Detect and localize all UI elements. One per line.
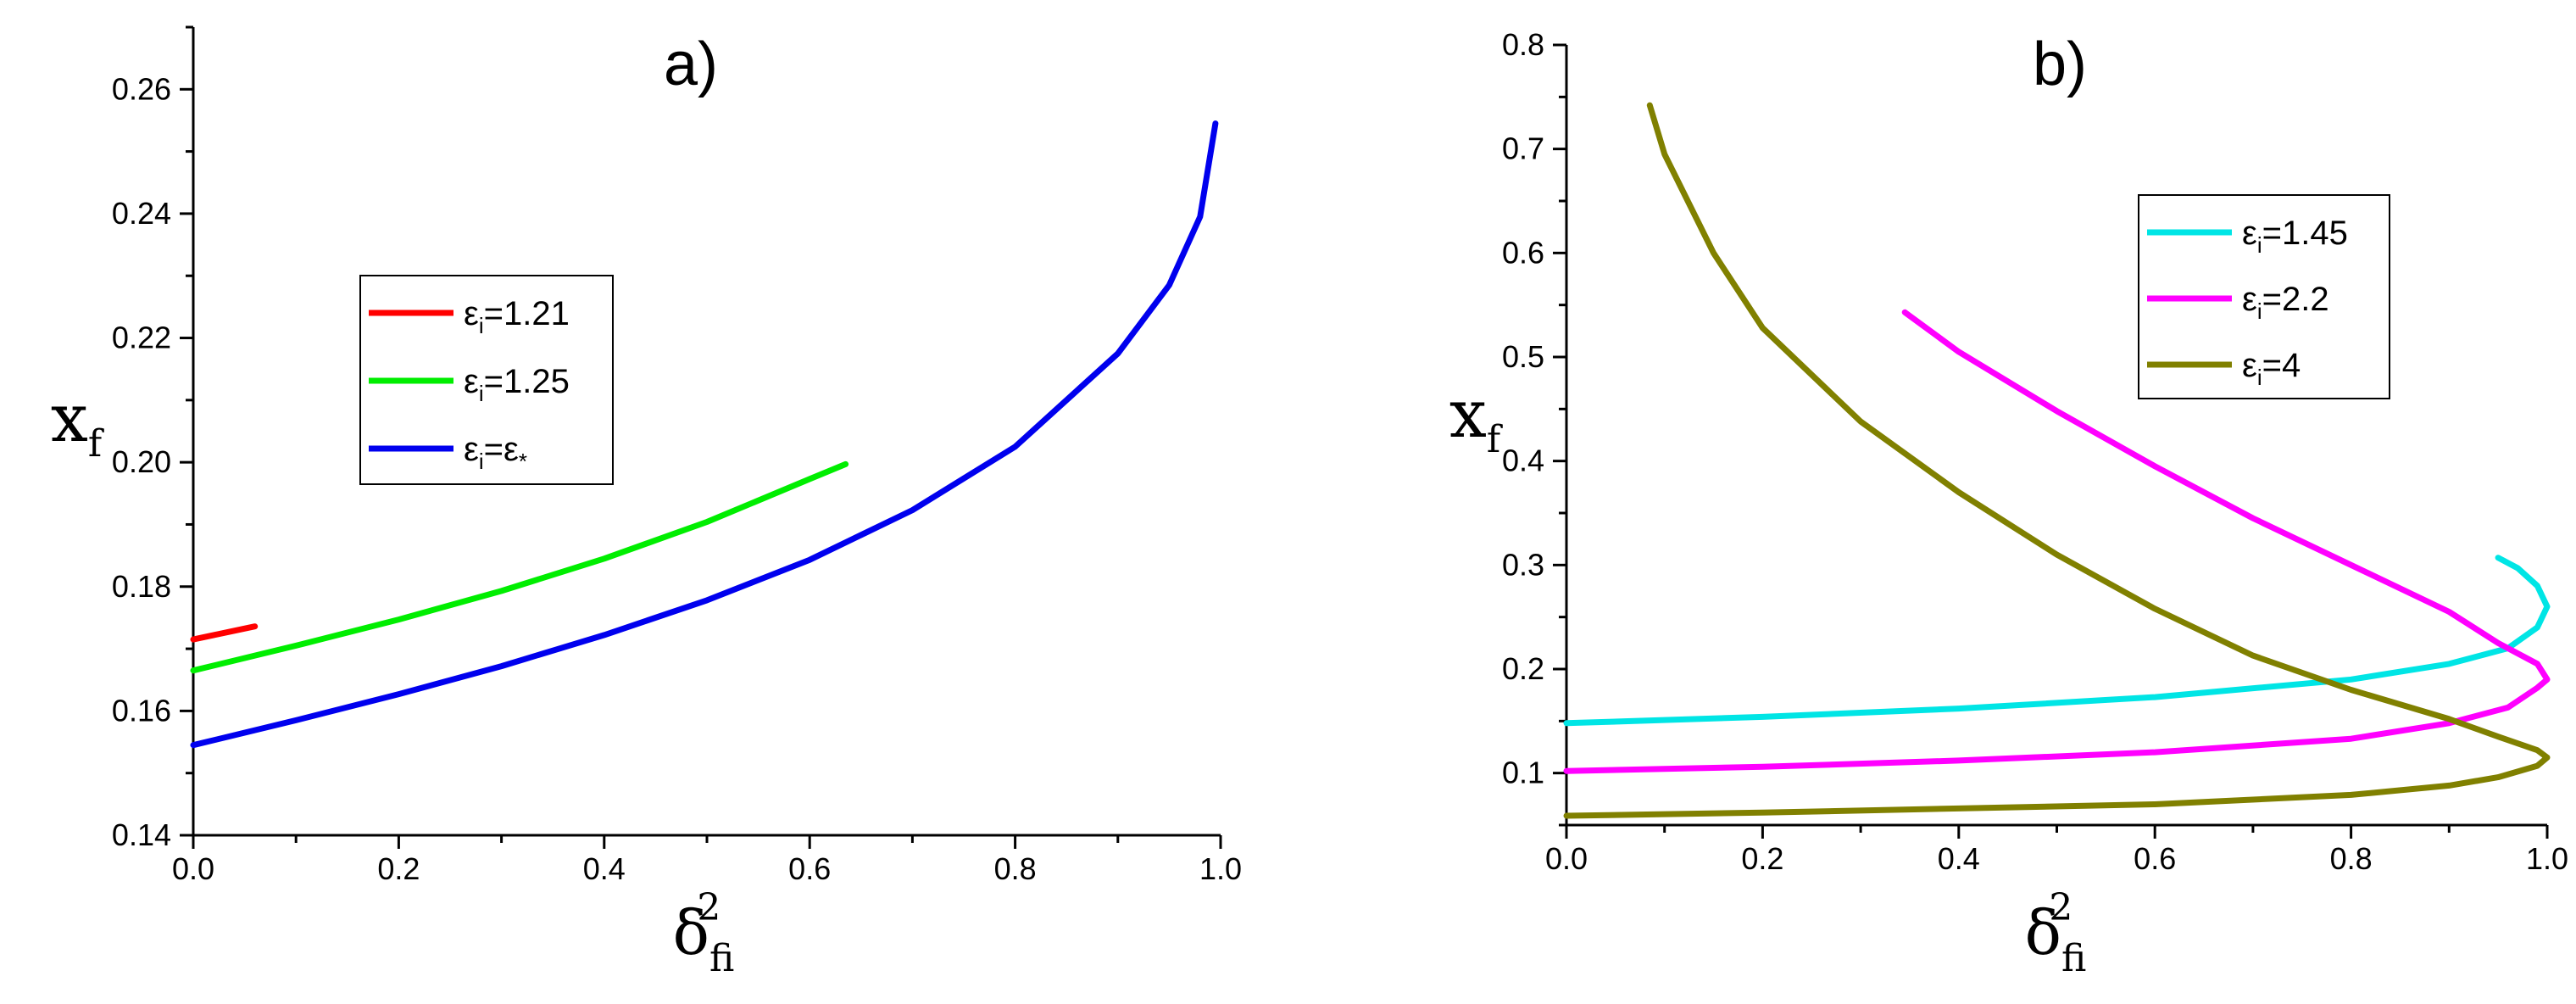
legend-label: εi=1.45 — [2242, 215, 2348, 258]
y-tick-label: 0.6 — [1502, 235, 1544, 270]
y-tick-label: 0.14 — [112, 817, 171, 852]
x-tick-label: 1.0 — [2526, 841, 2568, 876]
panel-title: b) — [2033, 31, 2087, 98]
panel-b: 0.0 0.2 0.4 0.6 0.8 1.0 0.1 0.2 0.3 0.4 0.5 0.6 0.7 0… — [1449, 27, 2568, 980]
y-tick-label: 0.22 — [112, 321, 171, 355]
x-tick-label: 0.4 — [1938, 841, 1980, 876]
y-tick-label: 0.24 — [112, 196, 171, 231]
y-tick-label: 0.1 — [1502, 756, 1544, 790]
series-line-1 — [1563, 555, 2551, 727]
y-tick-label: 0.2 — [1502, 651, 1544, 686]
y-tick-label: 0.4 — [1502, 443, 1544, 478]
x-tick-label: 0.8 — [2330, 841, 2373, 876]
panel-title: a) — [664, 31, 718, 98]
legend-label: εi=1.25 — [464, 363, 570, 406]
x-axis-label: δfi2 — [2025, 886, 2087, 980]
legend-label: εi=ε* — [464, 431, 527, 474]
y-tick-label: 0.7 — [1502, 131, 1544, 166]
x-tick-label: 1.0 — [1199, 851, 1242, 886]
y-tick-label: 0.16 — [112, 693, 171, 728]
y-tick-label: 0.26 — [112, 71, 171, 106]
legend: εi=1.21 εi=1.25 εi=ε* — [359, 275, 614, 485]
panel-a: 0.0 0.2 0.4 0.6 0.8 1.0 0.14 0.16 0.18 0.20 0.22 0.… — [51, 25, 1242, 980]
y-tick-label: 0.20 — [112, 444, 171, 479]
x-tick-label: 0.4 — [583, 851, 626, 886]
x-tick-label: 0.6 — [788, 851, 831, 886]
legend-label: εi=1.21 — [464, 295, 570, 338]
x-tick-label: 0.6 — [2134, 841, 2176, 876]
series-line-2 — [190, 460, 849, 674]
x-tick-label: 0.0 — [1545, 841, 1588, 876]
y-tick-label: 0.8 — [1502, 27, 1544, 62]
series-line-2 — [1563, 309, 2551, 774]
legend: εi=1.45 εi=2.2 εi=4 — [2138, 194, 2390, 399]
series-line-3 — [190, 120, 1219, 749]
x-tick-label: 0.2 — [377, 851, 420, 886]
y-tick-label: 0.18 — [112, 569, 171, 604]
y-axis-label: xf — [51, 381, 104, 466]
series-line-1 — [190, 623, 259, 643]
y-tick-label: 0.3 — [1502, 547, 1544, 582]
y-axis-label: xf — [1449, 376, 1503, 461]
x-axis-label: δfi2 — [673, 886, 735, 980]
legend-label: εi=4 — [2242, 347, 2301, 390]
x-tick-label: 0.8 — [994, 851, 1037, 886]
x-tick-label: 0.0 — [172, 851, 214, 886]
series-line-3 — [1563, 102, 2551, 819]
legend-label: εi=2.2 — [2242, 281, 2329, 324]
y-tick-label: 0.5 — [1502, 339, 1544, 374]
x-tick-label: 0.2 — [1741, 841, 1783, 876]
